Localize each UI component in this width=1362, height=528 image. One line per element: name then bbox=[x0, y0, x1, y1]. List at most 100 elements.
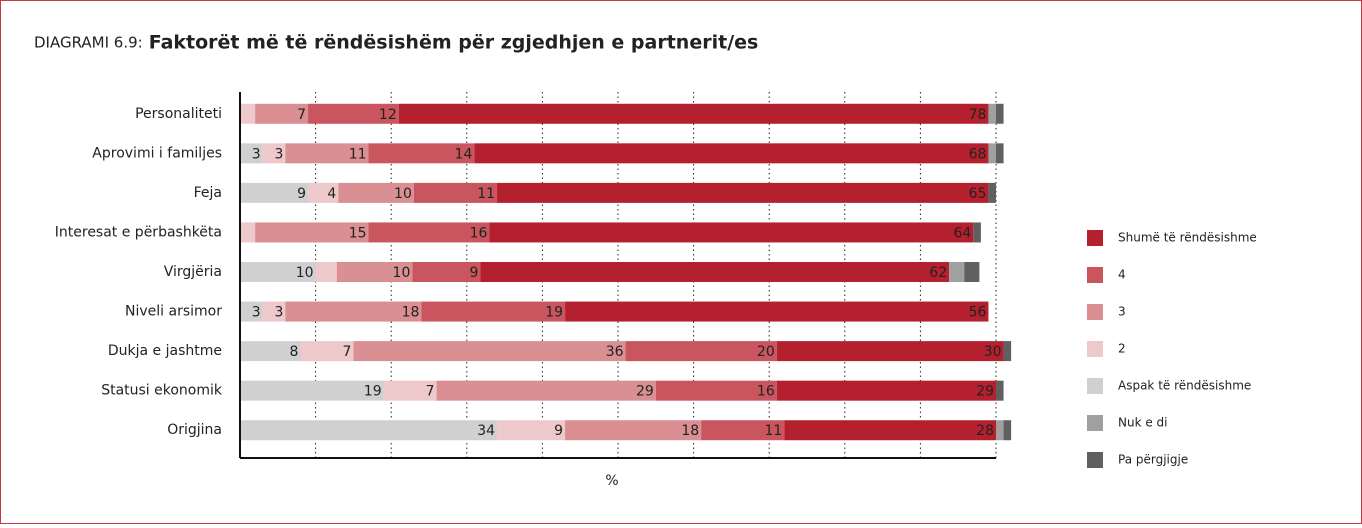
bar-segment bbox=[996, 103, 1004, 124]
data-label: 34 bbox=[477, 423, 495, 439]
data-label: 19 bbox=[364, 384, 382, 400]
bar-segment bbox=[996, 380, 1004, 401]
data-label: 10 bbox=[296, 265, 314, 281]
bar-segment bbox=[240, 182, 309, 203]
data-label: 11 bbox=[764, 423, 782, 439]
bar-segment bbox=[300, 341, 354, 362]
y-tick-label: Virgjëria bbox=[164, 264, 222, 280]
legend-swatch bbox=[1087, 452, 1103, 468]
data-label: 62 bbox=[929, 265, 947, 281]
data-label: 30 bbox=[984, 344, 1002, 360]
bar-segment bbox=[412, 262, 481, 282]
data-label: 18 bbox=[402, 305, 420, 321]
bar-segment bbox=[655, 380, 777, 401]
legend-swatch bbox=[1087, 267, 1103, 283]
bar-segment bbox=[240, 420, 498, 441]
chart-title-prefix: DIAGRAMI 6.9: bbox=[34, 34, 143, 52]
data-label: 7 bbox=[297, 107, 306, 123]
x-axis-label: % bbox=[605, 473, 618, 489]
bar-segment bbox=[988, 182, 996, 203]
data-label: 10 bbox=[393, 265, 411, 281]
bar-segment bbox=[315, 262, 337, 282]
data-label: 64 bbox=[953, 225, 971, 241]
legend-swatch bbox=[1087, 341, 1103, 357]
bar-segment bbox=[240, 103, 256, 124]
data-label: 4 bbox=[327, 186, 336, 202]
bar-segment bbox=[255, 222, 369, 243]
bar-segment bbox=[474, 143, 989, 164]
chart-title: Faktorët më të rëndësishëm për zgjedhjen… bbox=[149, 32, 759, 54]
bar-segment bbox=[240, 262, 316, 282]
bar-segment bbox=[988, 143, 996, 164]
data-label: 68 bbox=[969, 146, 987, 162]
bar-segment bbox=[625, 341, 777, 362]
data-label: 29 bbox=[976, 384, 994, 400]
data-label: 65 bbox=[969, 186, 987, 202]
legend-label: Pa përgjigje bbox=[1118, 453, 1188, 467]
bar-segment bbox=[413, 182, 498, 203]
bar-segment bbox=[701, 420, 785, 441]
bar-segment bbox=[240, 301, 263, 322]
data-label: 9 bbox=[554, 423, 563, 439]
legend-label: Shumë të rëndësishme bbox=[1118, 231, 1257, 245]
bar-segment bbox=[436, 380, 656, 401]
data-label: 12 bbox=[379, 107, 397, 123]
bar-segment bbox=[489, 222, 974, 243]
data-label: 8 bbox=[290, 344, 299, 360]
bar-segment bbox=[973, 222, 981, 243]
data-label: 9 bbox=[469, 265, 478, 281]
legend-swatch bbox=[1087, 230, 1103, 246]
bar-segment bbox=[565, 301, 989, 322]
legend-swatch bbox=[1087, 415, 1103, 431]
data-label: 36 bbox=[606, 344, 624, 360]
data-label: 11 bbox=[477, 186, 495, 202]
data-label: 15 bbox=[349, 225, 367, 241]
bar-segment bbox=[240, 380, 384, 401]
y-tick-label: Personaliteti bbox=[135, 106, 222, 122]
bar-segment bbox=[308, 182, 339, 203]
y-tick-label: Aprovimi i familjes bbox=[92, 145, 222, 161]
bar-segment bbox=[338, 182, 414, 203]
y-tick-label: Feja bbox=[194, 185, 222, 201]
bar-segment bbox=[996, 143, 1004, 164]
bar-segment bbox=[398, 103, 989, 124]
legend-swatch bbox=[1087, 378, 1103, 394]
data-label: 28 bbox=[976, 423, 994, 439]
legend-swatch bbox=[1087, 304, 1103, 320]
data-label: 7 bbox=[426, 384, 435, 400]
data-label: 78 bbox=[969, 107, 987, 123]
data-label: 56 bbox=[969, 305, 987, 321]
y-tick-label: Interesat e përbashkëta bbox=[55, 224, 222, 240]
data-label: 3 bbox=[274, 146, 283, 162]
data-label: 18 bbox=[681, 423, 699, 439]
bar-segment bbox=[480, 262, 950, 282]
bar-segment bbox=[255, 103, 309, 124]
data-label: 10 bbox=[394, 186, 412, 202]
data-label: 3 bbox=[274, 305, 283, 321]
data-label: 29 bbox=[636, 384, 654, 400]
legend-label: 3 bbox=[1118, 305, 1126, 319]
bar-segment bbox=[565, 420, 702, 441]
data-label: 9 bbox=[297, 186, 306, 202]
bar-segment bbox=[240, 143, 263, 164]
bar-segment bbox=[497, 420, 566, 441]
data-label: 20 bbox=[757, 344, 775, 360]
bar-segment bbox=[240, 341, 301, 362]
legend-label: 4 bbox=[1118, 268, 1126, 282]
data-label: 11 bbox=[349, 146, 367, 162]
bar-segment bbox=[421, 301, 566, 322]
bar-segment bbox=[336, 262, 413, 282]
bar-segment bbox=[353, 341, 626, 362]
bar-segment bbox=[285, 143, 369, 164]
bar-segment bbox=[383, 380, 437, 401]
bar-segment bbox=[368, 222, 490, 243]
bar-segment bbox=[988, 103, 996, 124]
bar-segment bbox=[1003, 341, 1012, 362]
y-tick-label: Origjina bbox=[167, 422, 222, 438]
bar-segment bbox=[262, 301, 286, 322]
data-label: 7 bbox=[342, 344, 351, 360]
data-label: 3 bbox=[252, 146, 261, 162]
legend-label: Nuk e di bbox=[1118, 416, 1168, 430]
data-label: 16 bbox=[470, 225, 488, 241]
